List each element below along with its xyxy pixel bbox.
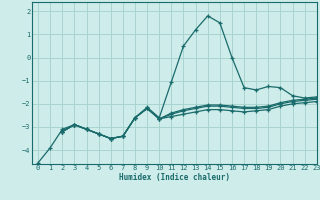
X-axis label: Humidex (Indice chaleur): Humidex (Indice chaleur): [119, 173, 230, 182]
